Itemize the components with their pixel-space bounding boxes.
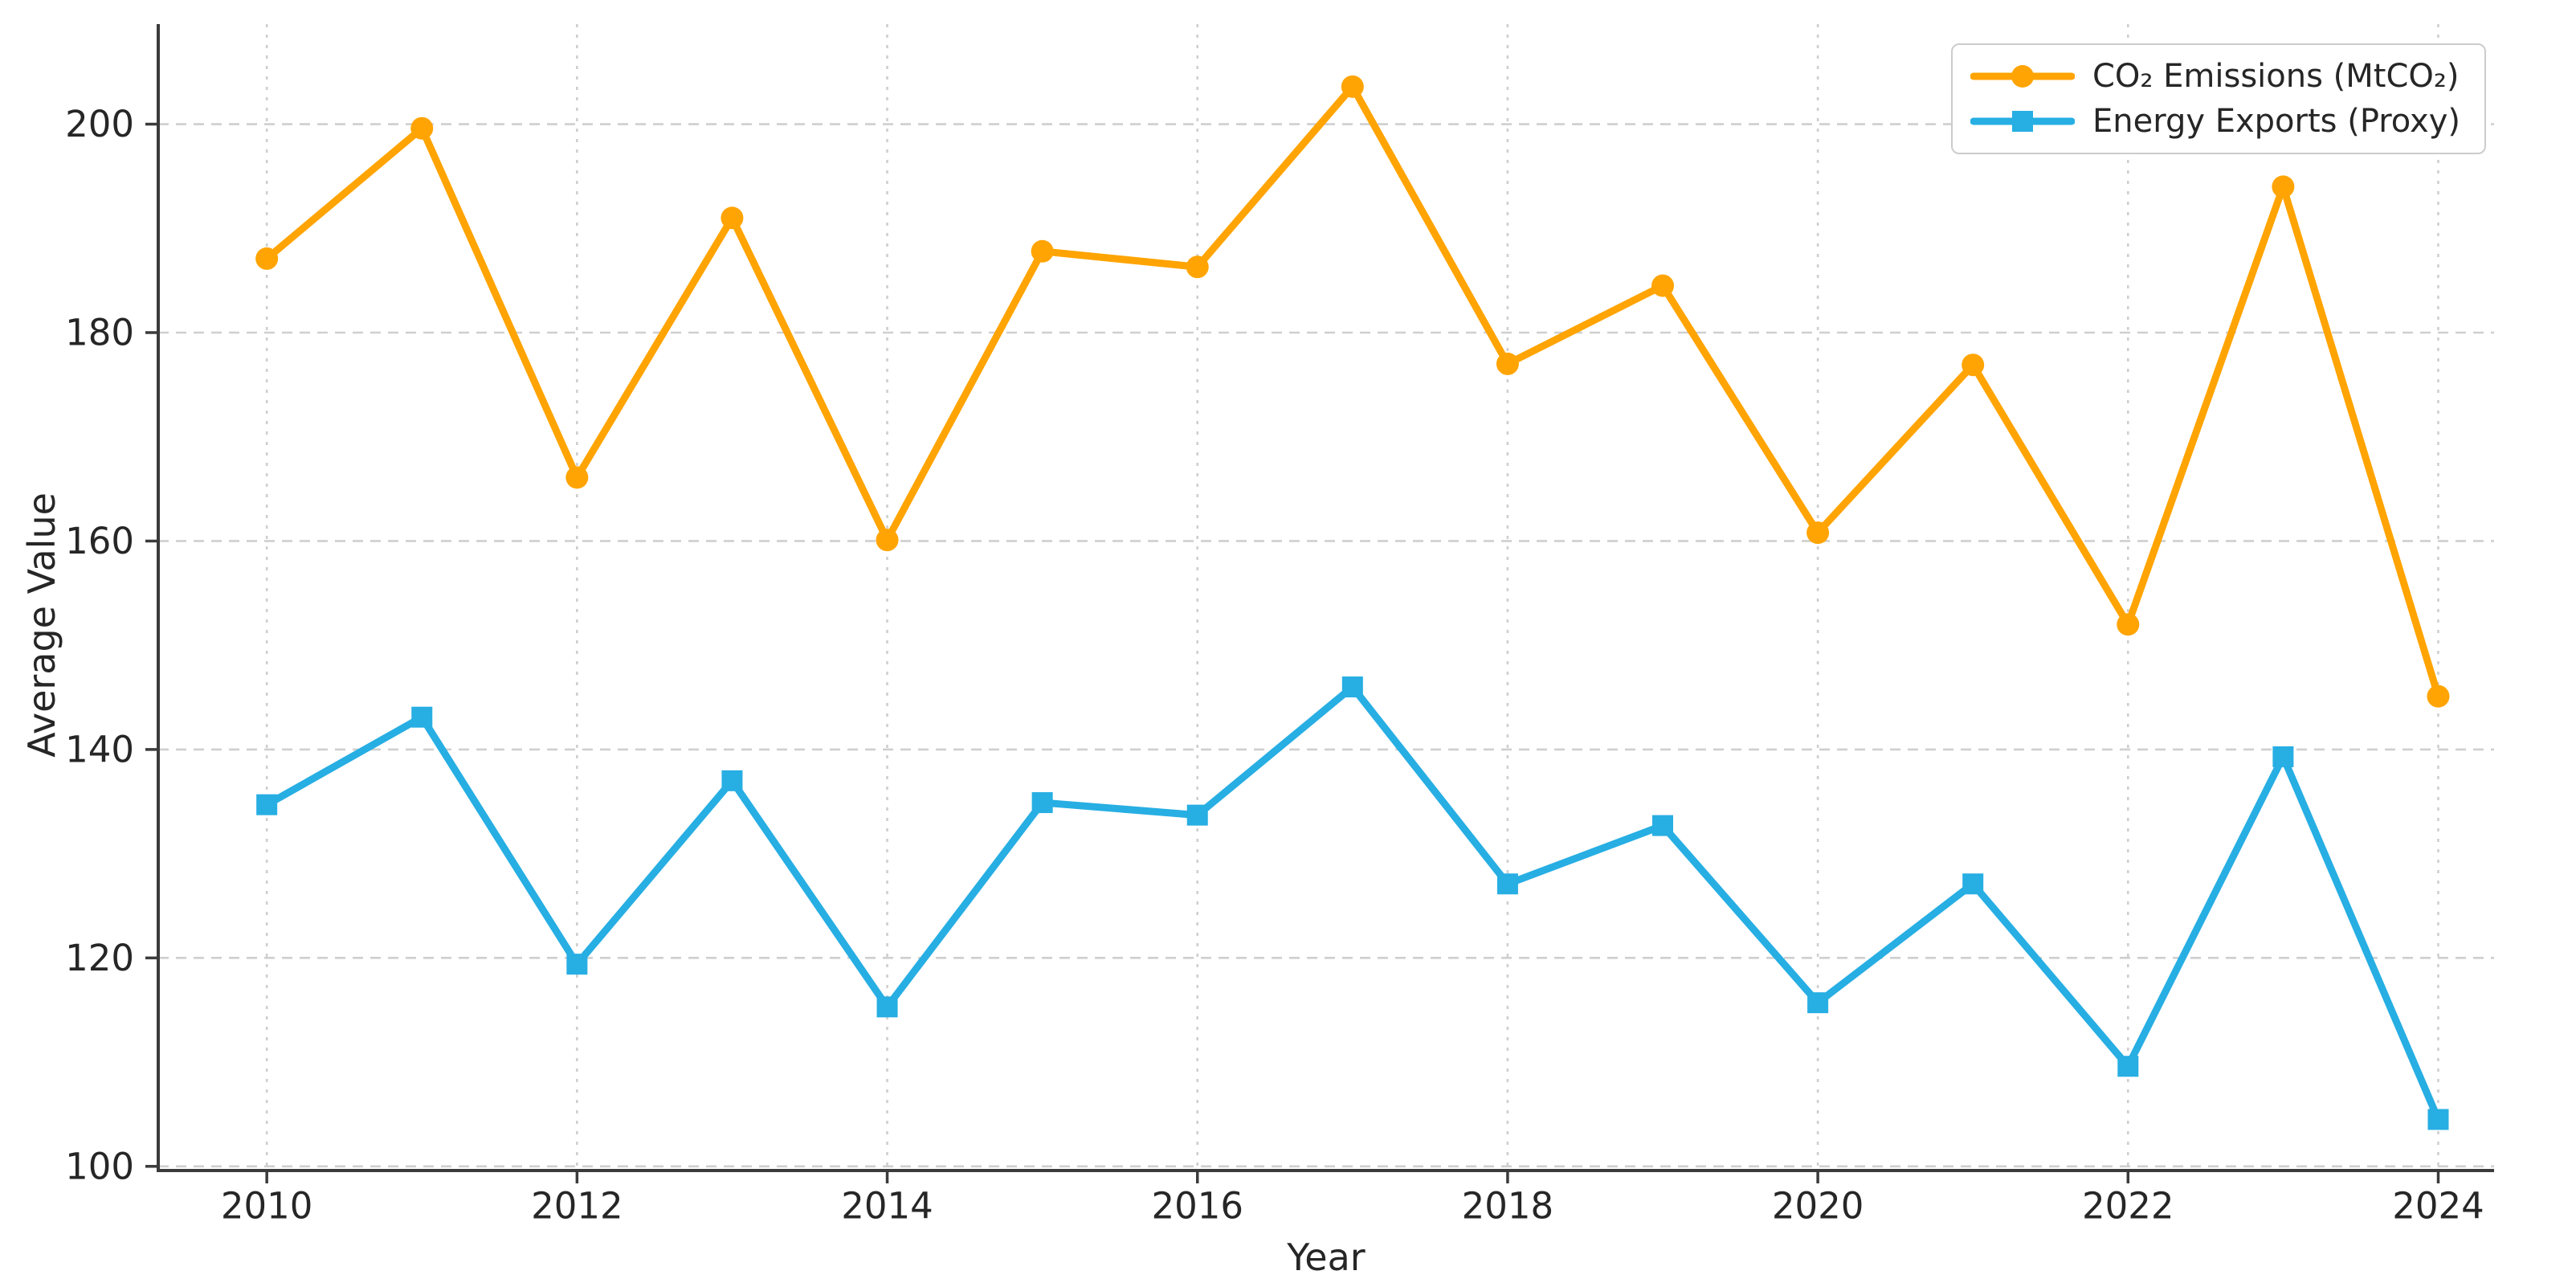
legend-label-energy: Energy Exports (Proxy)	[2092, 103, 2460, 140]
y-tick-label-180: 180	[65, 311, 134, 353]
series-co2-point-2022	[2117, 613, 2140, 636]
y-tick-label-160: 160	[65, 520, 134, 562]
series-energy	[256, 676, 2449, 1130]
series-energy-point-2010	[256, 794, 278, 815]
grid	[158, 24, 2494, 1171]
y-tick-label-100: 100	[65, 1145, 134, 1187]
series-energy-point-2018	[1496, 873, 1518, 895]
series-co2	[255, 75, 2450, 708]
x-tick-label-2012: 2012	[531, 1185, 623, 1228]
series-energy-point-2024	[2427, 1109, 2449, 1130]
x-tick-label-2022: 2022	[2082, 1185, 2174, 1228]
x-tick-label-2016: 2016	[1151, 1185, 1243, 1228]
y-tick-label-120: 120	[65, 937, 134, 979]
axes: 100 120 140 160 180 200 2010 2012 2014 2016 2018 20…	[65, 24, 2494, 1228]
legend: CO₂ Emissions (MtCO₂) Energy Exports (Pr…	[1950, 43, 2486, 154]
y-tick-label-140: 140	[65, 728, 134, 770]
series-co2-point-2011	[410, 116, 434, 140]
series-co2-point-2016	[1186, 255, 1209, 279]
x-tick-label-2024: 2024	[2392, 1185, 2484, 1228]
series-co2-point-2012	[565, 466, 589, 489]
series-energy-point-2013	[721, 770, 743, 791]
x-tick-label-2010: 2010	[221, 1185, 313, 1228]
series-co2-point-2019	[1651, 274, 1675, 297]
series-co2-line	[263, 83, 2442, 701]
x-axis-title: Year	[1287, 1236, 1366, 1279]
series-co2-point-2013	[721, 206, 744, 230]
series-co2-point-2010	[255, 247, 279, 270]
legend-sample-co2-line-circle-icon	[1970, 65, 2075, 88]
series-co2-point-2021	[1962, 353, 1985, 377]
x-tick-label-2020: 2020	[1772, 1185, 1864, 1228]
y-axis-title: Average Value	[20, 492, 63, 758]
series-co2-point-2014	[876, 529, 899, 552]
legend-sample-energy-line-square-icon	[1970, 111, 2075, 132]
series-co2-point-2020	[1806, 521, 1830, 545]
legend-item-co2: CO₂ Emissions (MtCO₂)	[1970, 56, 2460, 96]
series-co2-point-2024	[2427, 684, 2450, 708]
series-co2-point-2018	[1496, 352, 1519, 375]
series-energy-point-2011	[411, 706, 433, 728]
legend-item-energy: Energy Exports (Proxy)	[1970, 101, 2460, 141]
series-energy-point-2023	[2272, 746, 2294, 767]
legend-label-co2: CO₂ Emissions (MtCO₂)	[2092, 58, 2460, 95]
series-energy-point-2021	[1962, 873, 1984, 895]
series-energy-point-2017	[1341, 676, 1363, 698]
series-co2-point-2017	[1341, 75, 1364, 98]
series-energy-point-2014	[876, 996, 898, 1018]
series-energy-line	[263, 683, 2442, 1123]
series-energy-point-2016	[1186, 804, 1208, 826]
series-energy-point-2019	[1652, 815, 1674, 836]
series-energy-point-2015	[1031, 792, 1053, 814]
series-energy-point-2020	[1807, 992, 1829, 1014]
series-energy-point-2022	[2117, 1056, 2139, 1077]
series-co2-point-2023	[2272, 175, 2295, 198]
y-tick-label-200: 200	[65, 103, 134, 145]
x-tick-label-2018: 2018	[1462, 1185, 1554, 1228]
series-energy-point-2012	[566, 954, 588, 975]
x-tick-label-2014: 2014	[841, 1185, 933, 1228]
series-co2-point-2015	[1031, 239, 1054, 263]
